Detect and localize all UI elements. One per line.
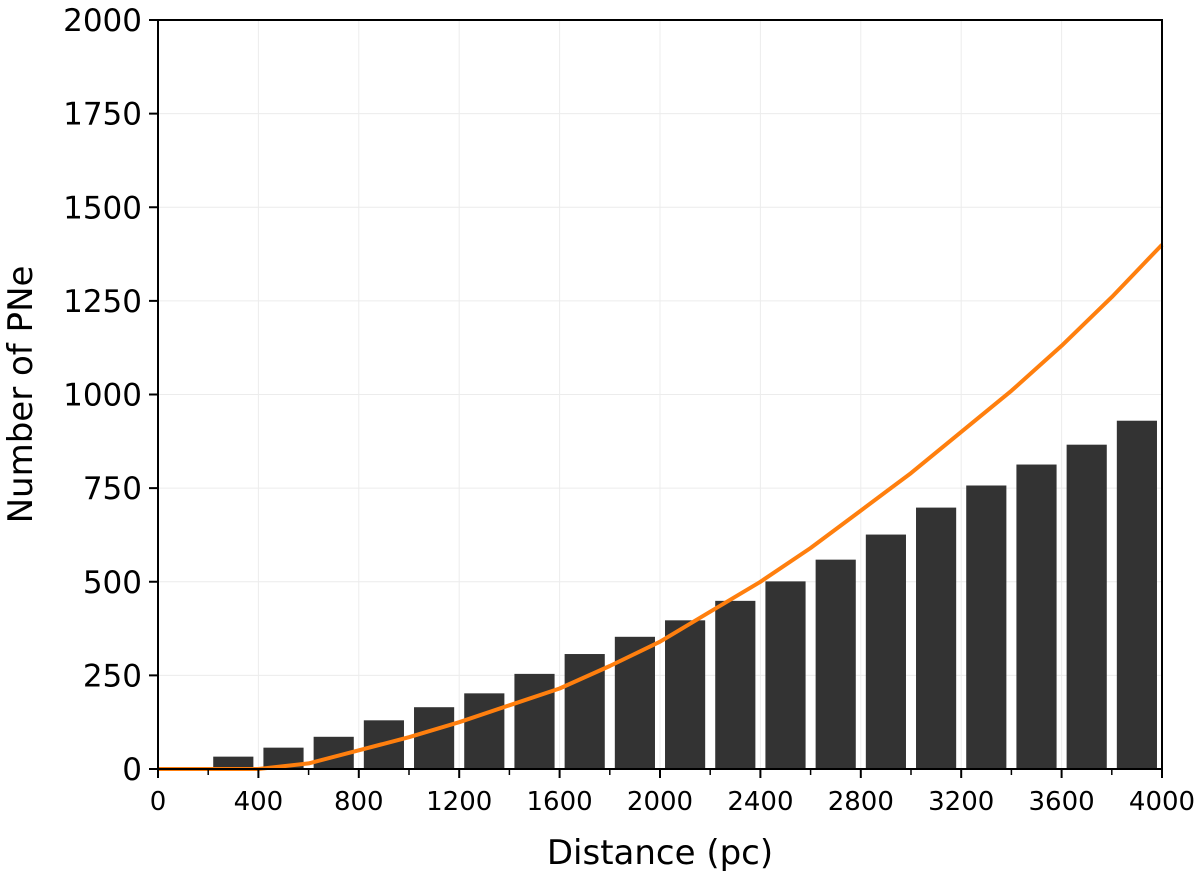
y-tick-label: 750 (83, 471, 142, 507)
fit-curve-line (158, 243, 1164, 771)
grid (157, 19, 1163, 770)
x-tick-label: 4000 (1129, 787, 1195, 817)
histogram-bar (414, 707, 455, 769)
x-tick-label: 2000 (627, 787, 693, 817)
histogram-bar (665, 620, 706, 769)
x-tick-label: 2400 (727, 787, 793, 817)
x-tick-label: 3200 (928, 787, 994, 817)
x-tick-label: 2800 (828, 787, 894, 817)
bars (163, 420, 1157, 769)
x-axis-ticks: 0 400 800 1200 1600 2000 2400 2800 3200 3600 4000 (150, 769, 1195, 817)
histogram-bar (464, 693, 505, 769)
y-tick-label: 2000 (63, 3, 142, 39)
x-tick-label: 1600 (527, 787, 593, 817)
histogram-bar (1066, 444, 1107, 769)
y-tick-label: 1250 (63, 284, 142, 320)
y-tick-label: 1750 (63, 97, 142, 133)
y-axis-label: Number of PNe (1, 266, 41, 524)
histogram-bar (815, 559, 856, 769)
x-tick-label: 1200 (426, 787, 492, 817)
histogram-bar (966, 485, 1007, 769)
y-tick-label: 1500 (63, 190, 142, 226)
histogram-bar (213, 756, 254, 769)
fit-curve-layer (158, 243, 1164, 771)
histogram-bar (514, 673, 555, 769)
y-tick-label: 0 (122, 752, 142, 788)
x-tick-label: 800 (334, 787, 384, 817)
histogram-bar (715, 600, 756, 769)
histogram-bar (1016, 464, 1057, 769)
histogram-bar (1116, 420, 1157, 769)
x-tick-label: 400 (234, 787, 284, 817)
histogram-bar (916, 507, 957, 769)
y-tick-label: 500 (83, 565, 142, 601)
x-tick-label: 0 (150, 787, 167, 817)
y-tick-label: 1000 (63, 378, 142, 414)
histogram-bar (865, 534, 906, 769)
histogram-bar (614, 636, 655, 769)
x-tick-label: 3600 (1029, 787, 1095, 817)
y-axis-ticks: 0 250 500 750 1000 1250 1500 1750 2000 (63, 3, 158, 788)
histogram-bar (765, 581, 806, 769)
x-axis-label: Distance (pc) (547, 833, 773, 873)
y-tick-label: 250 (83, 658, 142, 694)
